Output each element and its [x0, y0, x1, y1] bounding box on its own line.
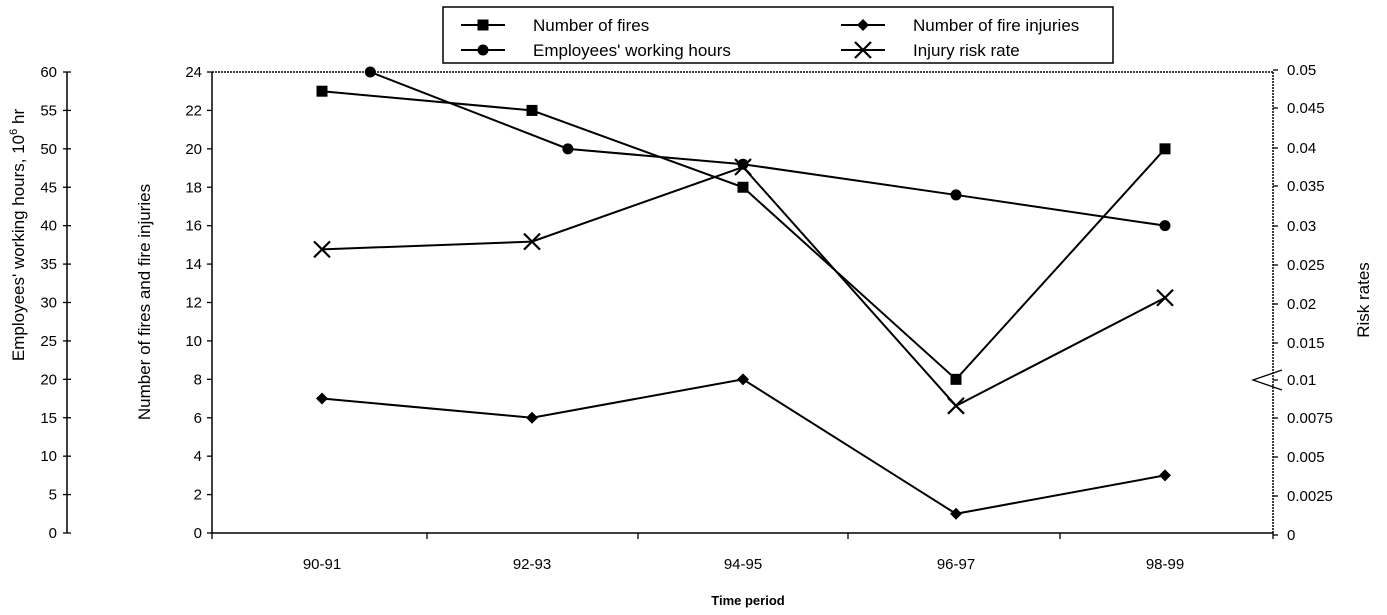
outer-left-tick-label: 30 [40, 295, 57, 312]
inner-left-tick-label: 4 [194, 448, 202, 465]
outer-left-tick-label: 20 [40, 371, 57, 388]
data-point-number-of-fire-injuries [950, 507, 962, 520]
right-tick-label: 0.005 [1287, 449, 1325, 466]
left-outer-axis-title-unit: hr [9, 109, 28, 129]
inner-left-tick-label: 22 [185, 102, 202, 119]
series-line-employees-working-hours [369, 71, 1166, 227]
right-tick-label: 0.025 [1287, 257, 1325, 274]
inner-left-tick-label: 24 [185, 64, 202, 81]
right-tick-label: 0.03 [1287, 218, 1316, 235]
right-tick-label: 0.05 [1287, 62, 1316, 79]
legend-box [442, 6, 1114, 64]
legend-marker-number-of-fires [477, 19, 489, 31]
inner-left-tick-label: 16 [185, 218, 202, 235]
outer-left-tick-label: 25 [40, 333, 57, 350]
right-tick-label: 0.035 [1287, 178, 1325, 195]
data-point-number-of-fire-injuries [737, 373, 749, 386]
data-point-injury-risk-rate [1156, 288, 1174, 307]
inner-left-tick-label: 10 [185, 333, 202, 350]
data-point-number-of-fires [950, 373, 962, 385]
series-line-number-of-fire-injuries [321, 378, 1166, 515]
outer-left-tick-label: 60 [40, 64, 57, 81]
legend-marker-number-of-fire-injuries [857, 19, 869, 31]
data-point-number-of-fire-injuries [1159, 469, 1171, 482]
right-tick-label: 0.015 [1287, 335, 1325, 352]
data-point-injury-risk-rate [313, 240, 331, 259]
inner-left-tick-label: 18 [185, 179, 202, 196]
data-point-injury-risk-rate [734, 158, 752, 176]
data-point-injury-risk-rate [947, 397, 965, 415]
legend-label-number-of-fire-injuries: Number of fire injuries [913, 16, 1079, 35]
data-point-number-of-fire-injuries [526, 411, 538, 424]
outer-left-tick-label: 15 [40, 410, 57, 427]
outer-left-tick-label: 55 [40, 102, 57, 119]
data-point-employees-working-hours [950, 189, 962, 201]
data-point-number-of-fires [526, 104, 538, 116]
data-point-number-of-fires [316, 85, 328, 97]
outer-left-tick-label: 40 [40, 218, 57, 235]
outer-left-tick-label: 0 [49, 525, 57, 542]
inner-left-tick-label: 14 [185, 256, 202, 273]
right-tick-label: 0.01 [1287, 372, 1316, 389]
data-point-injury-risk-rate [523, 232, 541, 251]
legend-marker-injury-risk-rate [854, 41, 872, 59]
inner-left-tick-label: 6 [194, 410, 202, 427]
right-tick-label: 0.0025 [1287, 488, 1333, 505]
left-outer-axis-title-main: Employees' working hours, 10 [9, 135, 28, 361]
outer-left-tick-label: 45 [40, 179, 57, 196]
inner-left-tick-label: 0 [194, 525, 202, 542]
data-point-number-of-fires [737, 181, 749, 193]
right-tick-label: 0.0075 [1287, 410, 1333, 427]
right-axis-title: Risk rates [1354, 262, 1373, 338]
inner-left-tick-label: 20 [185, 141, 202, 158]
legend-label-number-of-fires: Number of fires [533, 16, 649, 35]
data-point-employees-working-hours [364, 66, 376, 78]
outer-left-tick-label: 5 [49, 487, 57, 504]
outer-left-tick-label: 50 [40, 141, 57, 158]
legend-label-employees-working-hours: Employees' working hours [533, 41, 731, 60]
data-point-number-of-fire-injuries [316, 392, 328, 405]
inner-left-tick-label: 8 [194, 371, 202, 388]
right-tick-label: 0 [1287, 527, 1295, 544]
x-tick-label: 90-91 [303, 556, 341, 573]
data-point-number-of-fires [1159, 143, 1171, 155]
inner-left-tick-label: 12 [185, 295, 202, 312]
right-tick-label: 0.04 [1287, 140, 1316, 157]
right-tick-label: 0.045 [1287, 100, 1325, 117]
data-point-employees-working-hours [1159, 220, 1171, 232]
legend-marker-employees-working-hours [477, 44, 489, 56]
x-tick-label: 98-99 [1146, 556, 1184, 573]
x-axis-title: Time period [711, 593, 785, 608]
outer-left-tick-label: 35 [40, 256, 57, 273]
right-tick-label: 0.02 [1287, 296, 1316, 313]
data-point-employees-working-hours [562, 143, 574, 155]
series-line-injury-risk-rate [321, 165, 1166, 408]
left-outer-axis-title: Employees' working hours, 106 hr [8, 109, 28, 362]
x-tick-label: 92-93 [513, 556, 551, 573]
x-tick-label: 96-97 [937, 556, 975, 573]
right-axis-break-mark [1251, 369, 1283, 391]
left-inner-axis-title: Number of fires and fire injuries [135, 184, 154, 420]
outer-left-tick-label: 10 [40, 448, 57, 465]
inner-left-tick-label: 2 [194, 487, 202, 504]
left-outer-axis-title-exponent: 6 [8, 129, 20, 135]
x-tick-label: 94-95 [724, 556, 762, 573]
legend-label-injury-risk-rate: Injury risk rate [913, 41, 1020, 60]
series-line-number-of-fires [321, 90, 1166, 381]
